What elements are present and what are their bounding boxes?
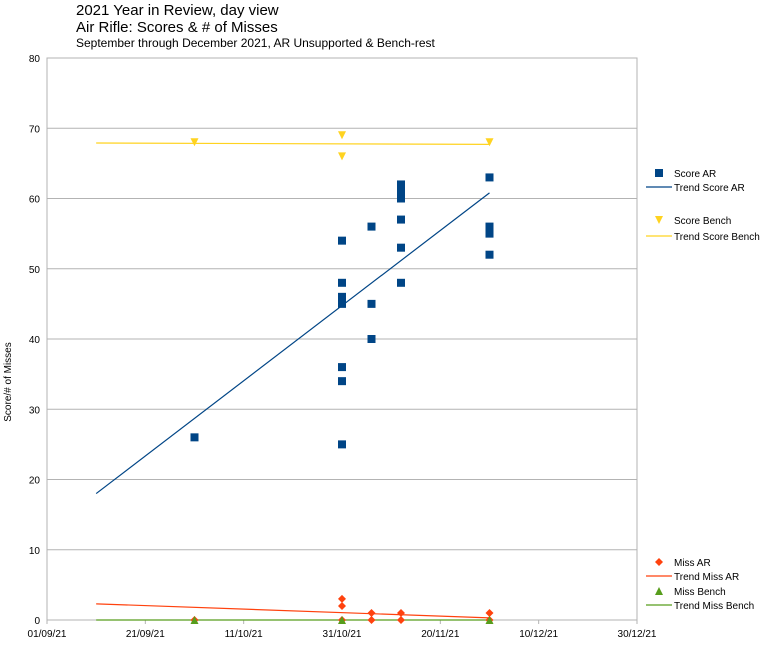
score-ar-point [338,278,346,287]
score-ar-point [397,194,405,203]
y-tick-label: 30 [29,405,41,416]
score-ar-point [397,278,405,287]
miss-bench-point [338,616,346,624]
legend-score-ar-marker [655,169,663,177]
trend-miss-ar-line [96,603,490,619]
gridlines [46,57,638,621]
score-ar-point [338,292,346,301]
y-axis-label: Score/# of Misses [3,342,14,421]
legend-miss-bench-marker [655,587,663,595]
miss-ar-point [338,601,346,610]
score-bench-point [485,138,494,147]
x-tick-label: 31/10/21 [323,629,362,640]
legend-score-bench-marker [655,216,663,224]
chart-subtitle: Air Rifle: Scores & # of Misses [76,19,278,36]
x-tick-label: 21/09/21 [126,629,165,640]
y-tick-label: 50 [29,265,41,276]
legend-miss-ar-label: Miss AR [674,558,711,569]
score-ar-point [367,299,376,308]
trend-score-bench-line [96,142,490,146]
y-tick-label: 40 [29,335,41,346]
y-tick-label: 10 [29,546,41,557]
score-bench-point [338,152,346,161]
miss-bench-point [485,616,494,624]
x-tick-label: 01/09/21 [28,629,67,640]
trend-score-ar-line [95,192,490,495]
y-tick-label: 20 [29,476,41,487]
score-ar-point [338,363,346,372]
score-ar-point [338,377,346,386]
y-tick-label: 70 [29,124,41,135]
score-ar-point [397,215,405,224]
miss-ar-point [485,608,494,617]
miss-ar-point [367,608,376,617]
y-tick-label: 0 [34,616,40,627]
score-ar-point [485,222,494,231]
score-ar-point [367,335,376,343]
score-ar-point [485,229,494,238]
legend-trend-score-ar-label: Trend Score AR [674,183,745,194]
chart-title: 2021 Year in Review, day view [76,2,279,19]
chart-description: September through December 2021, AR Unsu… [76,36,435,50]
legend-trend-miss-ar-label: Trend Miss AR [674,572,739,583]
score-ar-point [485,250,494,259]
score-ar-point [367,222,376,231]
x-tick-label: 11/10/21 [225,629,264,640]
miss-ar-point [338,594,346,603]
y-tick-label: 80 [29,54,41,65]
legend-miss-ar-marker [655,558,663,566]
score-ar-point [190,433,199,442]
x-tick-label: 20/11/21 [421,629,460,640]
trendlines [95,142,490,621]
score-ar-point [338,440,346,449]
legend-score-bench-label: Score Bench [674,216,731,227]
axes: 0 10 20 30 40 50 60 70 80 01/09/21 21/09/21 11/10/2… [28,54,657,640]
chart-title-block: 2021 Year in Review, day view Air Rifle:… [76,2,435,51]
score-ar-point [397,243,405,252]
score-ar-point [397,180,405,189]
score-ar-point [338,236,346,245]
score-bench-point [338,131,346,140]
score-bench-point [190,138,199,147]
miss-ar-point [367,616,376,624]
miss-bench-point [190,616,199,624]
score-ar-point [338,299,346,308]
miss-ar-point [397,608,405,617]
legend: Score AR Trend Score AR Score Bench Trend S… [646,169,760,612]
legend-trend-score-bench-label: Trend Score Bench [674,232,760,243]
legend-miss-bench-label: Miss Bench [674,587,726,598]
legend-score-ar-label: Score AR [674,169,716,180]
score-ar-point [397,187,405,196]
score-ar-point [485,173,494,182]
data-points [190,131,494,624]
miss-ar-point [397,616,405,624]
x-tick-label: 10/12/21 [519,629,558,640]
x-tick-label: 30/12/21 [618,629,657,640]
y-tick-label: 60 [29,195,41,206]
legend-trend-miss-bench-label: Trend Miss Bench [674,601,754,612]
